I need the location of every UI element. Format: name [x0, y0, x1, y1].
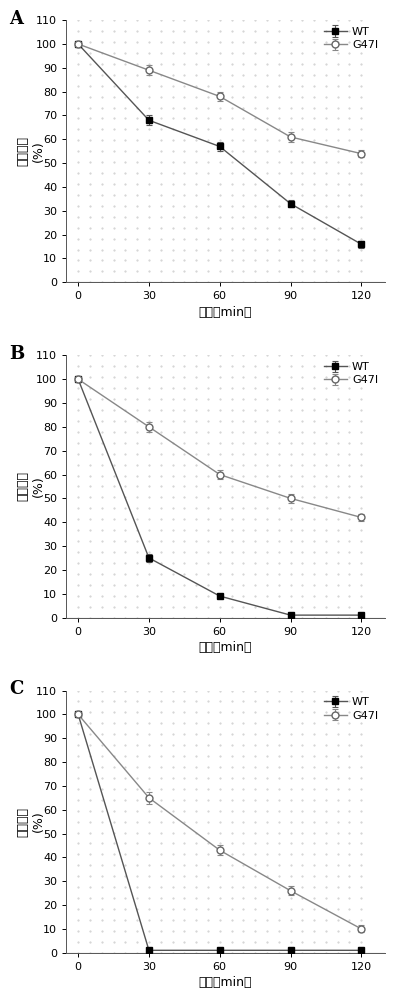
Legend: WT, G47I: WT, G47I	[320, 358, 383, 390]
Text: A: A	[9, 10, 23, 28]
Legend: WT, G47I: WT, G47I	[320, 22, 383, 55]
Text: B: B	[9, 345, 24, 363]
Legend: WT, G47I: WT, G47I	[320, 693, 383, 725]
Y-axis label: 剩余酶活
(%): 剩余酶活 (%)	[17, 136, 45, 166]
Text: C: C	[9, 680, 23, 698]
X-axis label: 时间（min）: 时间（min）	[199, 306, 252, 319]
Y-axis label: 剩余酶活
(%): 剩余酶活 (%)	[17, 807, 45, 837]
Y-axis label: 剩余酶活
(%): 剩余酶活 (%)	[17, 471, 45, 501]
X-axis label: 时间（min）: 时间（min）	[199, 641, 252, 654]
X-axis label: 时间（min）: 时间（min）	[199, 976, 252, 989]
